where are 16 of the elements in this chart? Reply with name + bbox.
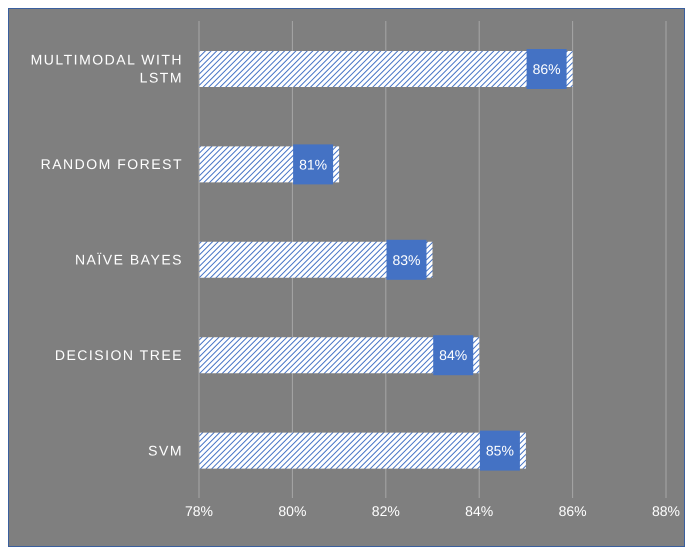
- x-tick-label: 88%: [652, 502, 680, 519]
- y-tick-label: MULTIMODAL WITH LSTM: [30, 52, 183, 86]
- y-tick-label: NAÏVE BAYES: [74, 252, 183, 268]
- data-label: 85%: [486, 442, 514, 459]
- data-label: 83%: [392, 252, 421, 268]
- y-tick-label: RANDOM FOREST: [40, 156, 183, 172]
- data-label: 86%: [532, 61, 561, 77]
- x-tick-label: 84%: [465, 502, 494, 519]
- x-tick-label: 82%: [372, 502, 400, 519]
- x-tick-label: 86%: [558, 502, 587, 519]
- x-tick-label: 78%: [184, 502, 214, 519]
- y-tick-label: DECISION TREE: [54, 346, 183, 363]
- y-tick-label: SVM: [148, 442, 183, 458]
- data-label: 81%: [299, 156, 328, 172]
- data-label: 84%: [439, 347, 468, 364]
- x-tick-label: 80%: [278, 502, 306, 519]
